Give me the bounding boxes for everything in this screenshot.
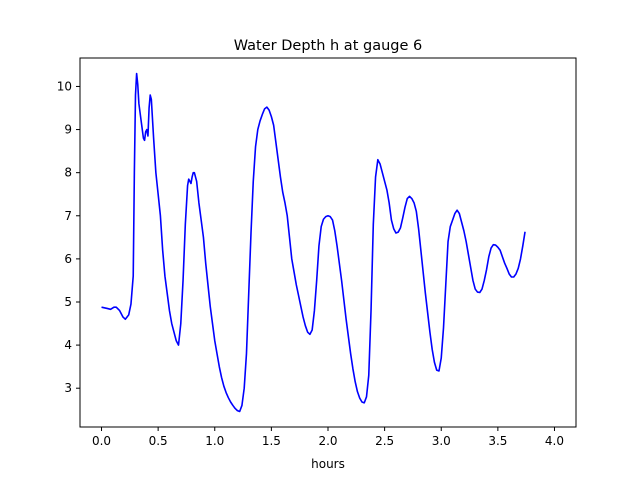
chart-title: Water Depth h at gauge 6 [234,38,422,54]
x-axis-label: hours [311,457,345,471]
x-tick-label: 1.5 [262,434,281,448]
x-tick-label: 3.0 [432,434,451,448]
x-tick-label: 0.0 [92,434,111,448]
y-axis: 3 4 5 6 7 8 9 10 [57,79,80,395]
y-tick-label: 9 [64,123,72,137]
x-tick-label: 2.0 [318,434,337,448]
y-tick-label: 3 [64,381,72,395]
x-axis: 0.0 0.5 1.0 1.5 2.0 2.5 3.0 3.5 4.0 [92,427,564,448]
series-line-0 [101,72,526,413]
x-tick-label: 2.5 [375,434,394,448]
y-tick-label: 4 [64,338,72,352]
x-tick-label: 4.0 [545,434,564,448]
x-tick-label: 1.0 [205,434,224,448]
y-tick-label: 5 [64,295,72,309]
x-tick-label: 0.5 [149,434,168,448]
y-tick-label: 8 [64,166,72,180]
x-tick-label: 3.5 [488,434,507,448]
y-tick-label: 10 [57,79,72,93]
y-tick-label: 6 [64,252,72,266]
y-tick-label: 7 [64,209,72,223]
